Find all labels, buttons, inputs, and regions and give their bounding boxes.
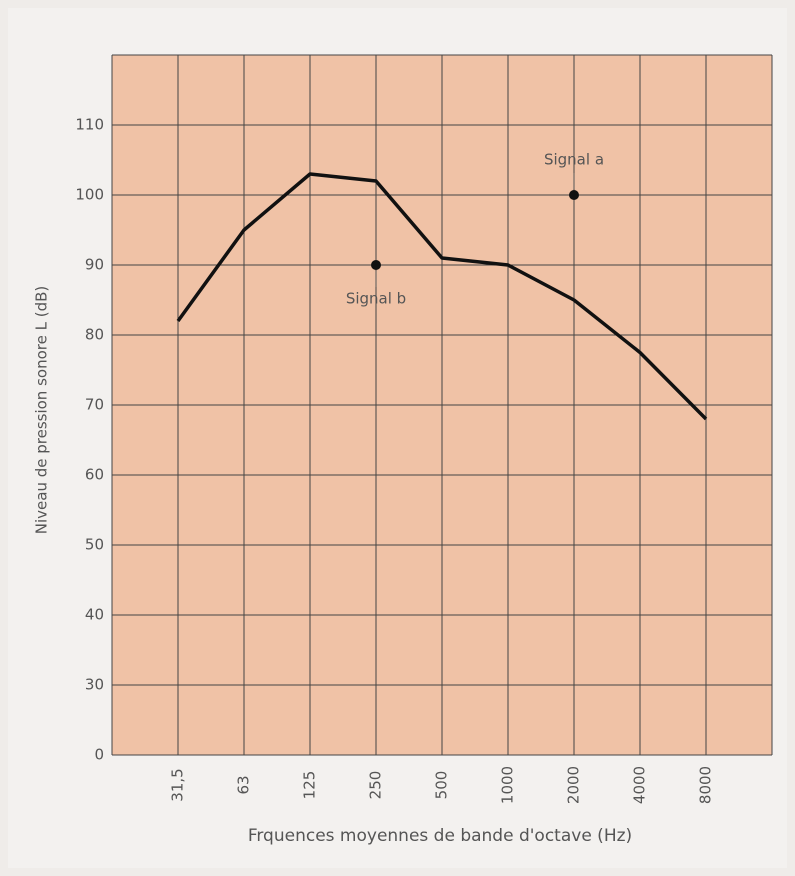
y-tick-label: 70 [85, 396, 104, 414]
y-tick-label: 90 [85, 256, 104, 274]
signal-point [371, 260, 381, 270]
x-tick-label: 125 [301, 771, 319, 800]
y-tick-label: 0 [94, 746, 104, 764]
y-axis-title: Niveau de pression sonore L (dB) [33, 286, 51, 534]
x-tick-label: 500 [433, 771, 451, 800]
y-tick-label: 110 [75, 116, 104, 134]
chart: Niveau de pression sonore L (dB) Frquenc… [0, 0, 795, 876]
x-tick-label: 63 [235, 775, 253, 794]
y-tick-label: 60 [85, 466, 104, 484]
x-tick-label: 31,5 [169, 768, 187, 801]
x-tick-label: 2000 [565, 766, 583, 804]
x-tick-label: 8000 [697, 766, 715, 804]
y-tick-label: 80 [85, 326, 104, 344]
x-axis-title: Frquences moyennes de bande d'octave (Hz… [248, 826, 632, 846]
y-tick-label: 40 [85, 606, 104, 624]
y-tick-label: 50 [85, 536, 104, 554]
annotation-label: Signal b [346, 290, 406, 308]
x-tick-label: 1000 [499, 766, 517, 804]
y-tick-label: 30 [85, 676, 104, 694]
y-tick-label: 100 [75, 186, 104, 204]
signal-point [569, 190, 579, 200]
x-tick-label: 4000 [631, 766, 649, 804]
annotation-label: Signal a [544, 151, 604, 169]
x-tick-label: 250 [367, 771, 385, 800]
